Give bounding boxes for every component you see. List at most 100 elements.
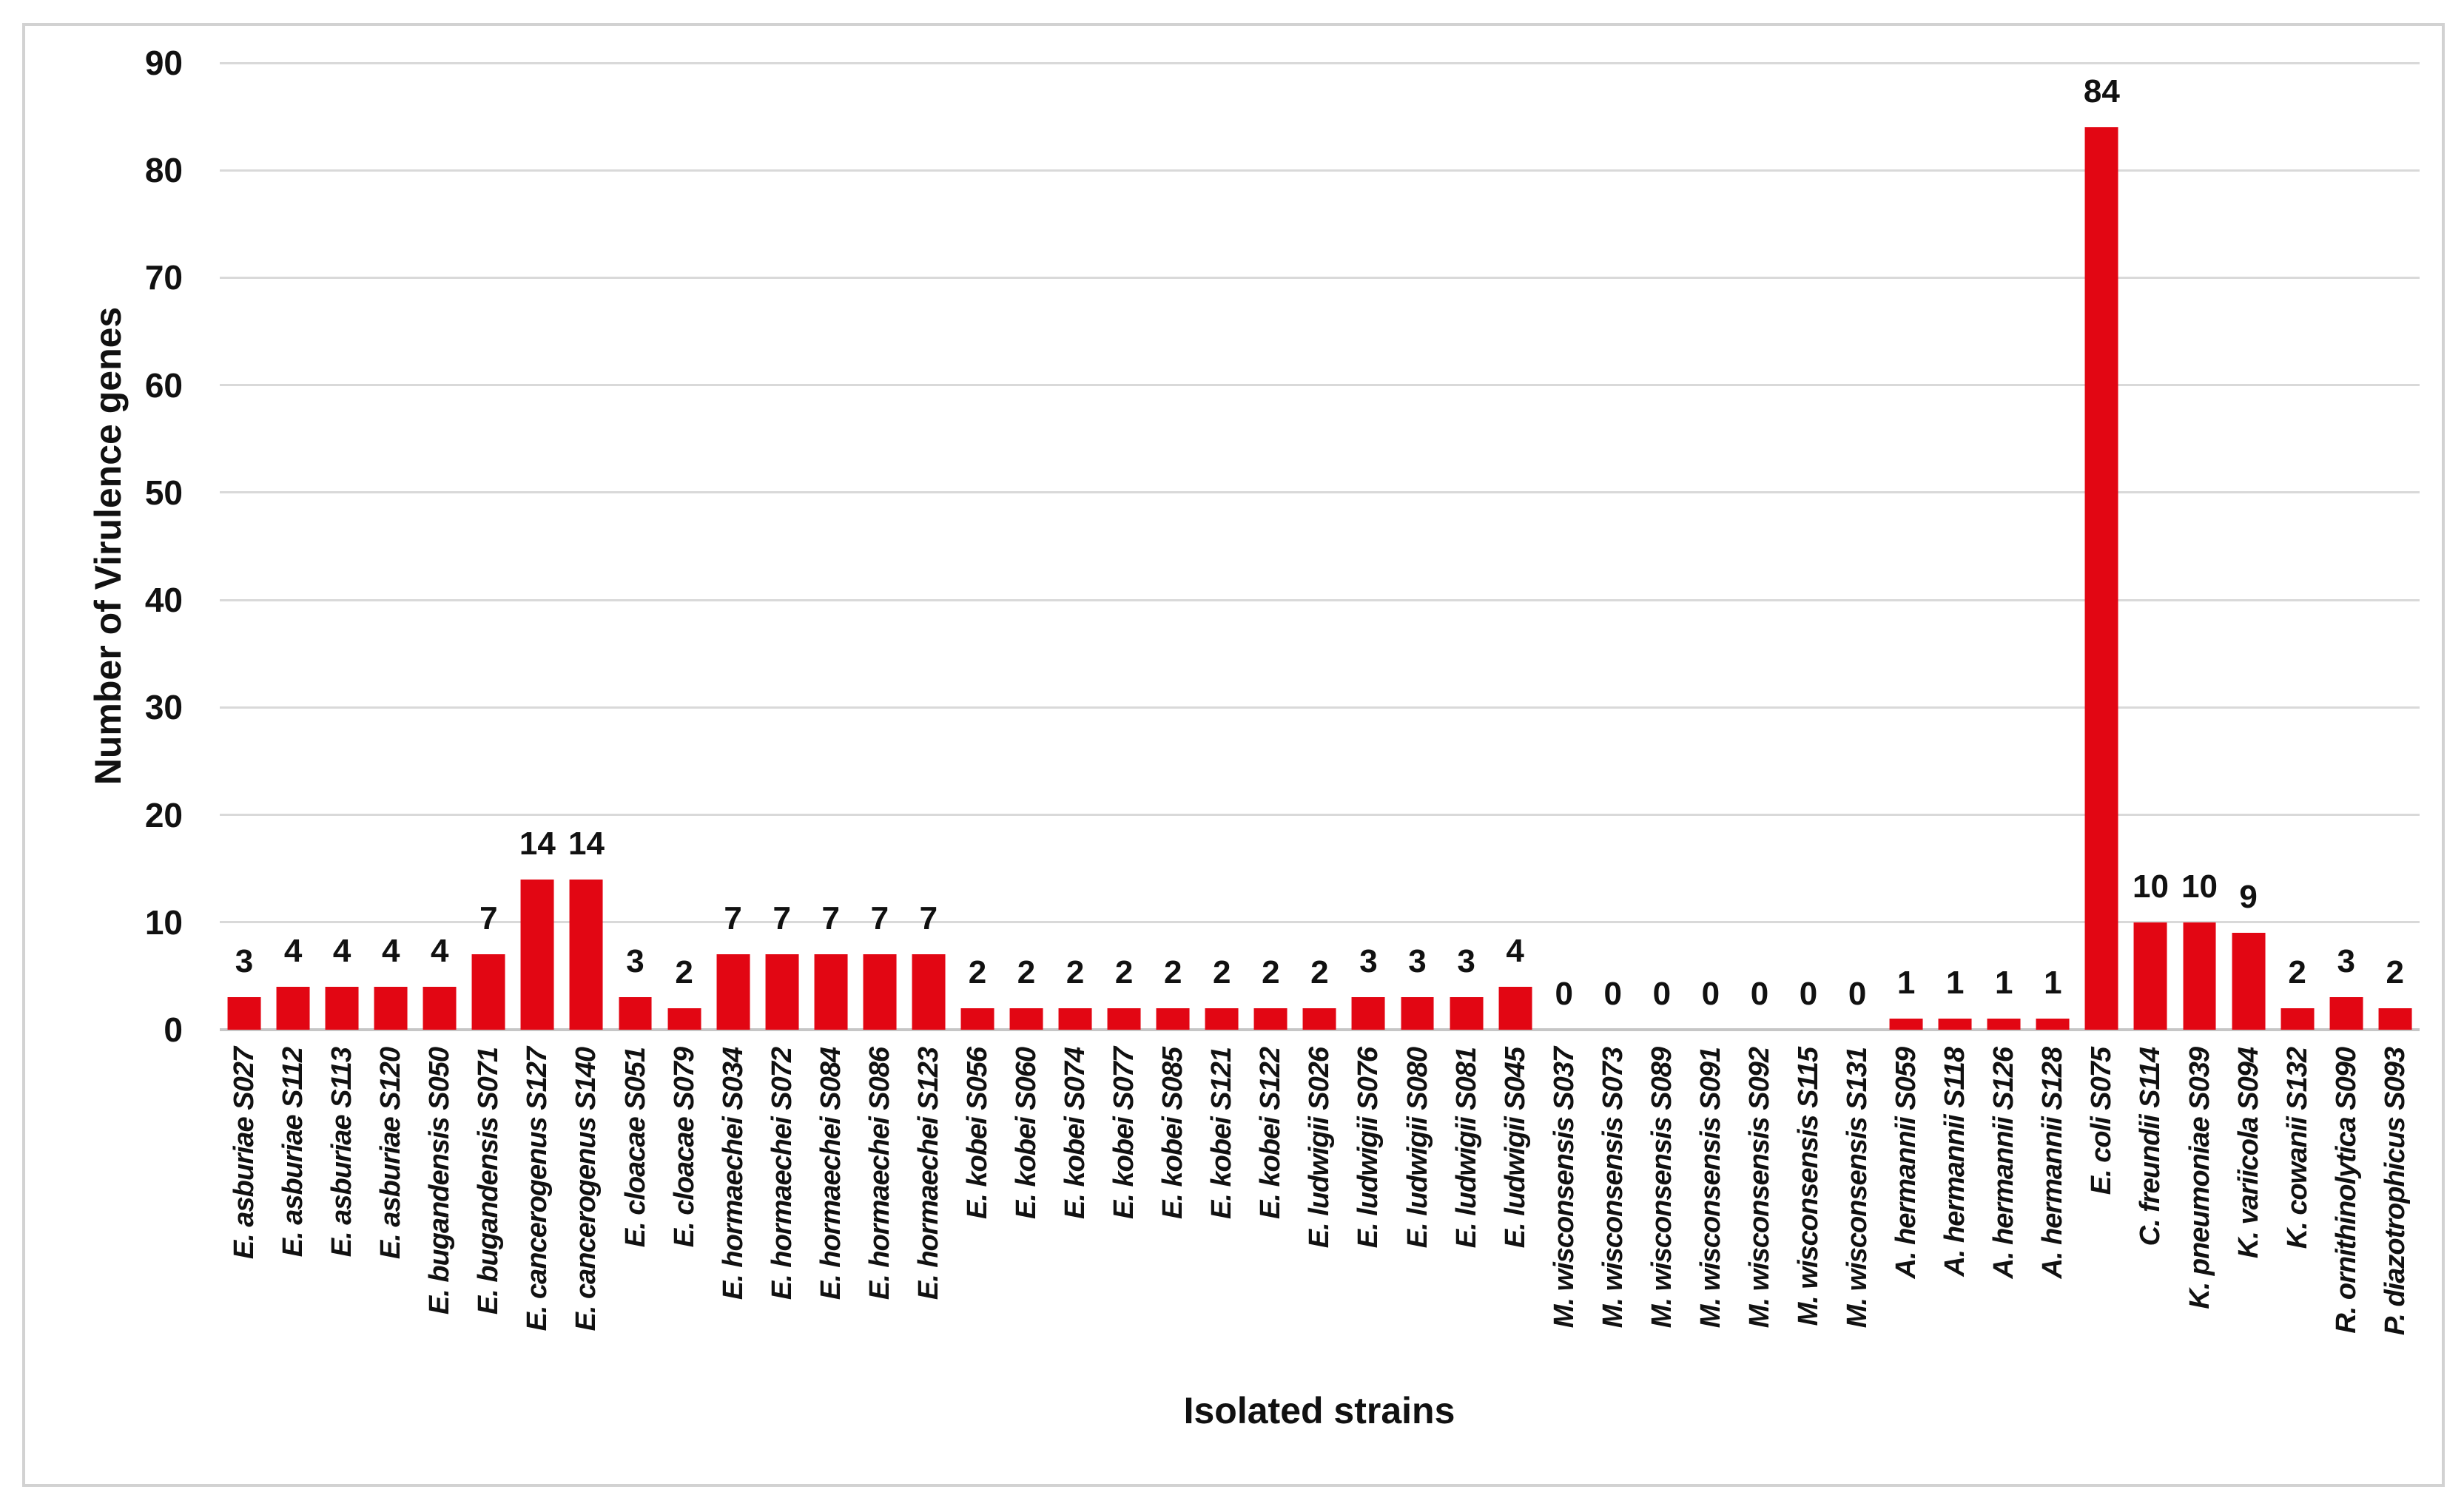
bar-slot: 2 E. kobei S056: [953, 63, 1002, 1219]
bar-value-label: 3: [1359, 943, 1378, 980]
bar-value-label: 10: [2181, 868, 2218, 905]
gridline: [220, 598, 2420, 601]
x-category-label: E. ludwigii S081: [1450, 1047, 1482, 1249]
bar-slot: 10 C. freundii S114: [2126, 63, 2175, 1246]
x-category-label: E. cancerogenus S140: [570, 1047, 602, 1332]
x-category-label: E. kobei S122: [1255, 1047, 1287, 1220]
bar-slot: 0 M. wisconsensis S131: [1833, 63, 1882, 1329]
x-category-label: A. hermannii S126: [1988, 1047, 2020, 1279]
bar-value-label: 2: [1017, 954, 1036, 990]
x-category-label: P. diazotrophicus S093: [2379, 1047, 2411, 1336]
bar: [2134, 922, 2167, 1030]
bar-value-label: 7: [919, 900, 938, 937]
bar-value-label: 4: [1506, 932, 1524, 969]
bar-slot: 10 K. pneumoniae S039: [2175, 63, 2224, 1309]
bar: [2329, 997, 2363, 1030]
bar-value-label: 4: [431, 932, 449, 969]
x-category-label: E. hormaechei S072: [766, 1047, 798, 1300]
y-tick-label: 60: [144, 365, 183, 405]
bar-value-label: 7: [870, 900, 889, 937]
bar-slot: 2 E. kobei S085: [1148, 63, 1197, 1219]
x-axis-title: Isolated strains: [1183, 1390, 1455, 1431]
bar-slot: 9 K. variicola S094: [2224, 63, 2273, 1258]
x-category-label: K. variicola S094: [2232, 1047, 2264, 1259]
y-tick-label: 50: [144, 473, 183, 512]
bar: [1498, 986, 1532, 1030]
bar-value-label: 2: [968, 954, 987, 990]
bar: [960, 1008, 994, 1030]
bar: [2232, 933, 2266, 1030]
bar-slot: 7 E. hormaechei S084: [807, 63, 855, 1300]
bar-value-label: 1: [1945, 965, 1965, 1002]
bar: [1205, 1008, 1239, 1030]
bar-value-label: 14: [519, 825, 556, 862]
bar-value-label: 7: [821, 900, 841, 937]
bar: [1938, 1019, 1972, 1030]
bar: [2183, 922, 2216, 1030]
bar-slot: 7 E. hormaechei S072: [758, 63, 807, 1300]
bar-value-label: 9: [2239, 879, 2258, 916]
bar-slot: 2 E. kobei S077: [1100, 63, 1148, 1219]
bar: [716, 954, 750, 1030]
bar: [1253, 1008, 1287, 1030]
bar-slot: 14 E. cancerogenus S127: [513, 63, 562, 1331]
bar-value-label: 4: [283, 932, 303, 969]
bar-value-label: 10: [2132, 868, 2169, 905]
bar-slot: 7 E. hormaechei S086: [855, 63, 904, 1300]
gridline: [220, 61, 2420, 64]
bar-slot: 3 E. ludwigii S076: [1344, 63, 1393, 1248]
bar: [2036, 1019, 2070, 1030]
bar-slot: 2 E. kobei S122: [1246, 63, 1295, 1219]
bar-slot: 7 E. bugandensis S071: [464, 63, 513, 1314]
bar-value-label: 2: [1262, 954, 1280, 990]
bar-slot: 7 E. hormaechei S034: [709, 63, 758, 1300]
x-category-label: E. hormaechei S034: [717, 1047, 749, 1300]
bar-slot: 2 E. kobei S060: [1002, 63, 1051, 1219]
bar-value-label: 0: [1701, 976, 1720, 1012]
figure-border: [22, 23, 2445, 1487]
x-category-label: A. hermannii S118: [1939, 1047, 1971, 1277]
gridline: [220, 706, 2420, 709]
bar: [1987, 1019, 2021, 1030]
x-category-label: E. asburiae S112: [277, 1047, 309, 1258]
bar: [814, 954, 848, 1030]
bar: [1302, 1008, 1336, 1030]
bar-value-label: 3: [1408, 943, 1427, 980]
bar: [765, 954, 799, 1030]
bar: [423, 986, 457, 1030]
bar-slot: 84 E. coli S075: [2077, 63, 2126, 1195]
bar: [1889, 1019, 1923, 1030]
bar-slot: 3 R. ornithinolytica S090: [2322, 63, 2371, 1334]
x-category-label: M. wisconsensis S091: [1694, 1047, 1726, 1329]
y-tick-label: 30: [144, 688, 183, 727]
gridline: [220, 921, 2420, 924]
bar: [227, 997, 261, 1030]
x-category-label: E. ludwigii S045: [1499, 1047, 1531, 1249]
x-category-label: E. hormaechei S084: [815, 1047, 846, 1300]
x-category-label: M. wisconsensis S089: [1646, 1047, 1677, 1329]
bar: [1058, 1008, 1092, 1030]
bar: [619, 997, 652, 1030]
x-category-label: E. cloacae S079: [668, 1047, 700, 1248]
y-tick-label: 40: [144, 581, 183, 620]
bar-value-label: 0: [1555, 976, 1573, 1012]
bar-slot: 14 E. cancerogenus S140: [562, 63, 610, 1331]
bar: [912, 954, 946, 1030]
bar-value-label: 3: [2337, 943, 2355, 980]
y-tick-label: 70: [144, 258, 183, 297]
bar-value-label: 3: [1457, 943, 1475, 980]
bar-slot: 2 K. cowanii S132: [2273, 63, 2322, 1249]
bar-slot: 4 E. asburiae S120: [366, 63, 415, 1259]
bar: [2378, 1008, 2412, 1030]
bar-value-label: 7: [724, 900, 742, 937]
bar-value-label: 2: [2288, 954, 2306, 990]
x-category-label: K. cowanii S132: [2281, 1047, 2313, 1249]
bar: [2084, 127, 2118, 1030]
bar-slot: 3 E. ludwigii S081: [1442, 63, 1491, 1248]
bars-layer: 3 E. asburiae S027 4 E. asburiae S112 4 E. as…: [220, 63, 2420, 1335]
bar-slot: 3 E. ludwigii S080: [1393, 63, 1442, 1248]
x-category-label: E. bugandensis S050: [424, 1047, 456, 1315]
bar-slot: 1 A. hermannii S059: [1882, 63, 1931, 1278]
bar-value-label: 3: [626, 943, 644, 980]
